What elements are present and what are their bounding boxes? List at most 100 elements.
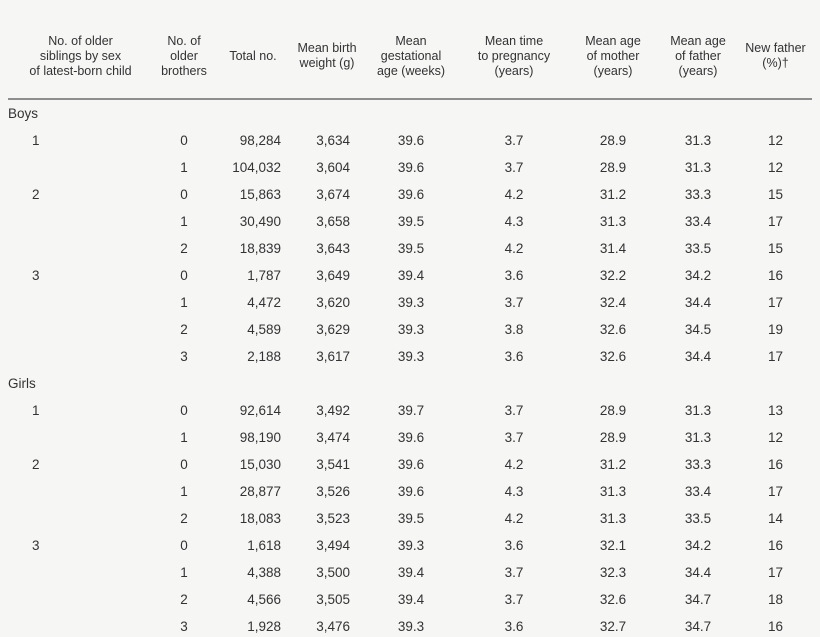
cell-total-no: 2,188 — [247, 349, 281, 364]
cell-gestational-age: 39.3 — [397, 538, 425, 553]
cell-gestational-age: 39.6 — [397, 457, 425, 472]
cell-total-no: 4,589 — [247, 322, 281, 337]
table-row: 1 28,877 3,526 39.6 4.3 31.3 33.4 17 — [8, 478, 812, 505]
cell-birth-weight: 3,492 — [316, 403, 350, 418]
cell-mother-age: 28.9 — [599, 160, 627, 175]
cell-older-brothers: 2 — [180, 511, 188, 526]
cell-new-father-pct: 17 — [767, 484, 784, 499]
section-label: Girls — [8, 376, 36, 391]
cell-time-to-pregnancy: 3.7 — [504, 160, 524, 175]
cell-siblings — [8, 289, 153, 316]
cell-father-age: 33.5 — [684, 511, 712, 526]
cell-new-father-pct: 12 — [767, 430, 784, 445]
column-header-father-age: Mean age of father (years) — [657, 0, 739, 100]
cell-father-age: 33.4 — [684, 214, 712, 229]
cell-time-to-pregnancy: 3.7 — [504, 403, 524, 418]
cell-gestational-age: 39.5 — [397, 511, 425, 526]
cell-total-no: 1,618 — [247, 538, 281, 553]
cell-siblings — [8, 424, 153, 451]
cell-mother-age: 31.2 — [599, 457, 627, 472]
cell-older-brothers: 0 — [180, 538, 188, 553]
cell-total-no: 15,863 — [239, 187, 281, 202]
table-row: 2 0 15,030 3,541 39.6 4.2 31.2 33.3 16 — [8, 451, 812, 478]
cell-older-brothers: 1 — [180, 430, 188, 445]
table-row: 2 4,566 3,505 39.4 3.7 32.6 34.7 18 — [8, 586, 812, 613]
cell-new-father-pct: 18 — [767, 592, 784, 607]
cell-birth-weight: 3,634 — [316, 133, 350, 148]
column-header-siblings: No. of older siblings by sex of latest-b… — [8, 0, 153, 100]
section-label: Boys — [8, 106, 39, 121]
cell-time-to-pregnancy: 4.3 — [504, 484, 524, 499]
cell-new-father-pct: 16 — [767, 538, 784, 553]
table-row: 1 0 92,614 3,492 39.7 3.7 28.9 31.3 13 — [8, 397, 812, 424]
table-row: 1 30,490 3,658 39.5 4.3 31.3 33.4 17 — [8, 208, 812, 235]
cell-father-age: 34.2 — [684, 268, 712, 283]
cell-father-age: 33.3 — [684, 187, 712, 202]
cell-siblings — [8, 343, 153, 370]
cell-time-to-pregnancy: 3.7 — [504, 430, 524, 445]
column-header-older-brothers: No. of older brothers — [153, 0, 215, 100]
cell-siblings — [8, 505, 153, 532]
cell-gestational-age: 39.6 — [397, 160, 425, 175]
cell-mother-age: 32.2 — [599, 268, 627, 283]
cell-mother-age: 28.9 — [599, 133, 627, 148]
cell-new-father-pct: 13 — [767, 403, 784, 418]
cell-siblings — [8, 208, 153, 235]
cell-time-to-pregnancy: 3.6 — [504, 349, 524, 364]
cell-gestational-age: 39.6 — [397, 484, 425, 499]
table-row: 3 2,188 3,617 39.3 3.6 32.6 34.4 17 — [8, 343, 812, 370]
cell-mother-age: 28.9 — [599, 403, 627, 418]
table-row: 2 4,589 3,629 39.3 3.8 32.6 34.5 19 — [8, 316, 812, 343]
cell-older-brothers: 0 — [180, 457, 188, 472]
cell-siblings: 3 — [32, 268, 40, 283]
cell-birth-weight: 3,658 — [316, 214, 350, 229]
cell-gestational-age: 39.5 — [397, 214, 425, 229]
cell-older-brothers: 0 — [180, 268, 188, 283]
cell-birth-weight: 3,617 — [316, 349, 350, 364]
table-body: Boys 1 0 98,284 3,634 39.6 3.7 28.9 31.3 12 1 104,0… — [8, 99, 812, 637]
cell-new-father-pct: 17 — [767, 349, 784, 364]
cell-time-to-pregnancy: 3.6 — [504, 268, 524, 283]
cell-birth-weight: 3,476 — [316, 619, 350, 634]
cell-father-age: 33.4 — [684, 484, 712, 499]
cell-new-father-pct: 15 — [767, 241, 784, 256]
cell-older-brothers: 1 — [180, 214, 188, 229]
section-row: Boys — [8, 99, 812, 127]
cell-total-no: 1,928 — [247, 619, 281, 634]
cell-older-brothers: 2 — [180, 592, 188, 607]
statistics-table: No. of older siblings by sex of latest-b… — [8, 0, 812, 637]
cell-older-brothers: 0 — [180, 187, 188, 202]
cell-time-to-pregnancy: 4.3 — [504, 214, 524, 229]
cell-birth-weight: 3,474 — [316, 430, 350, 445]
cell-new-father-pct: 16 — [767, 268, 784, 283]
cell-siblings: 3 — [32, 538, 40, 553]
cell-gestational-age: 39.3 — [397, 349, 425, 364]
cell-new-father-pct: 17 — [767, 295, 784, 310]
cell-total-no: 98,284 — [239, 133, 281, 148]
cell-gestational-age: 39.5 — [397, 241, 425, 256]
cell-gestational-age: 39.3 — [397, 295, 425, 310]
section-row: Girls — [8, 370, 812, 397]
cell-father-age: 34.4 — [684, 295, 712, 310]
cell-older-brothers: 2 — [180, 322, 188, 337]
cell-mother-age: 32.6 — [599, 322, 627, 337]
cell-new-father-pct: 14 — [767, 511, 784, 526]
cell-birth-weight: 3,629 — [316, 322, 350, 337]
cell-gestational-age: 39.3 — [397, 619, 425, 634]
cell-mother-age: 31.3 — [599, 511, 627, 526]
cell-father-age: 34.7 — [684, 619, 712, 634]
cell-mother-age: 32.7 — [599, 619, 627, 634]
table-row: 1 4,472 3,620 39.3 3.7 32.4 34.4 17 — [8, 289, 812, 316]
cell-birth-weight: 3,526 — [316, 484, 350, 499]
cell-older-brothers: 1 — [180, 565, 188, 580]
cell-siblings — [8, 316, 153, 343]
cell-mother-age: 31.3 — [599, 214, 627, 229]
cell-total-no: 4,388 — [247, 565, 281, 580]
cell-new-father-pct: 16 — [767, 457, 784, 472]
cell-birth-weight: 3,541 — [316, 457, 350, 472]
cell-gestational-age: 39.4 — [397, 592, 425, 607]
cell-total-no: 18,083 — [239, 511, 281, 526]
cell-total-no: 4,566 — [247, 592, 281, 607]
cell-father-age: 31.3 — [684, 160, 712, 175]
